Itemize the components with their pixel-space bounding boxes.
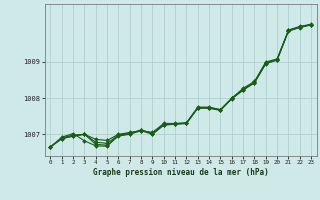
- X-axis label: Graphe pression niveau de la mer (hPa): Graphe pression niveau de la mer (hPa): [93, 168, 269, 177]
